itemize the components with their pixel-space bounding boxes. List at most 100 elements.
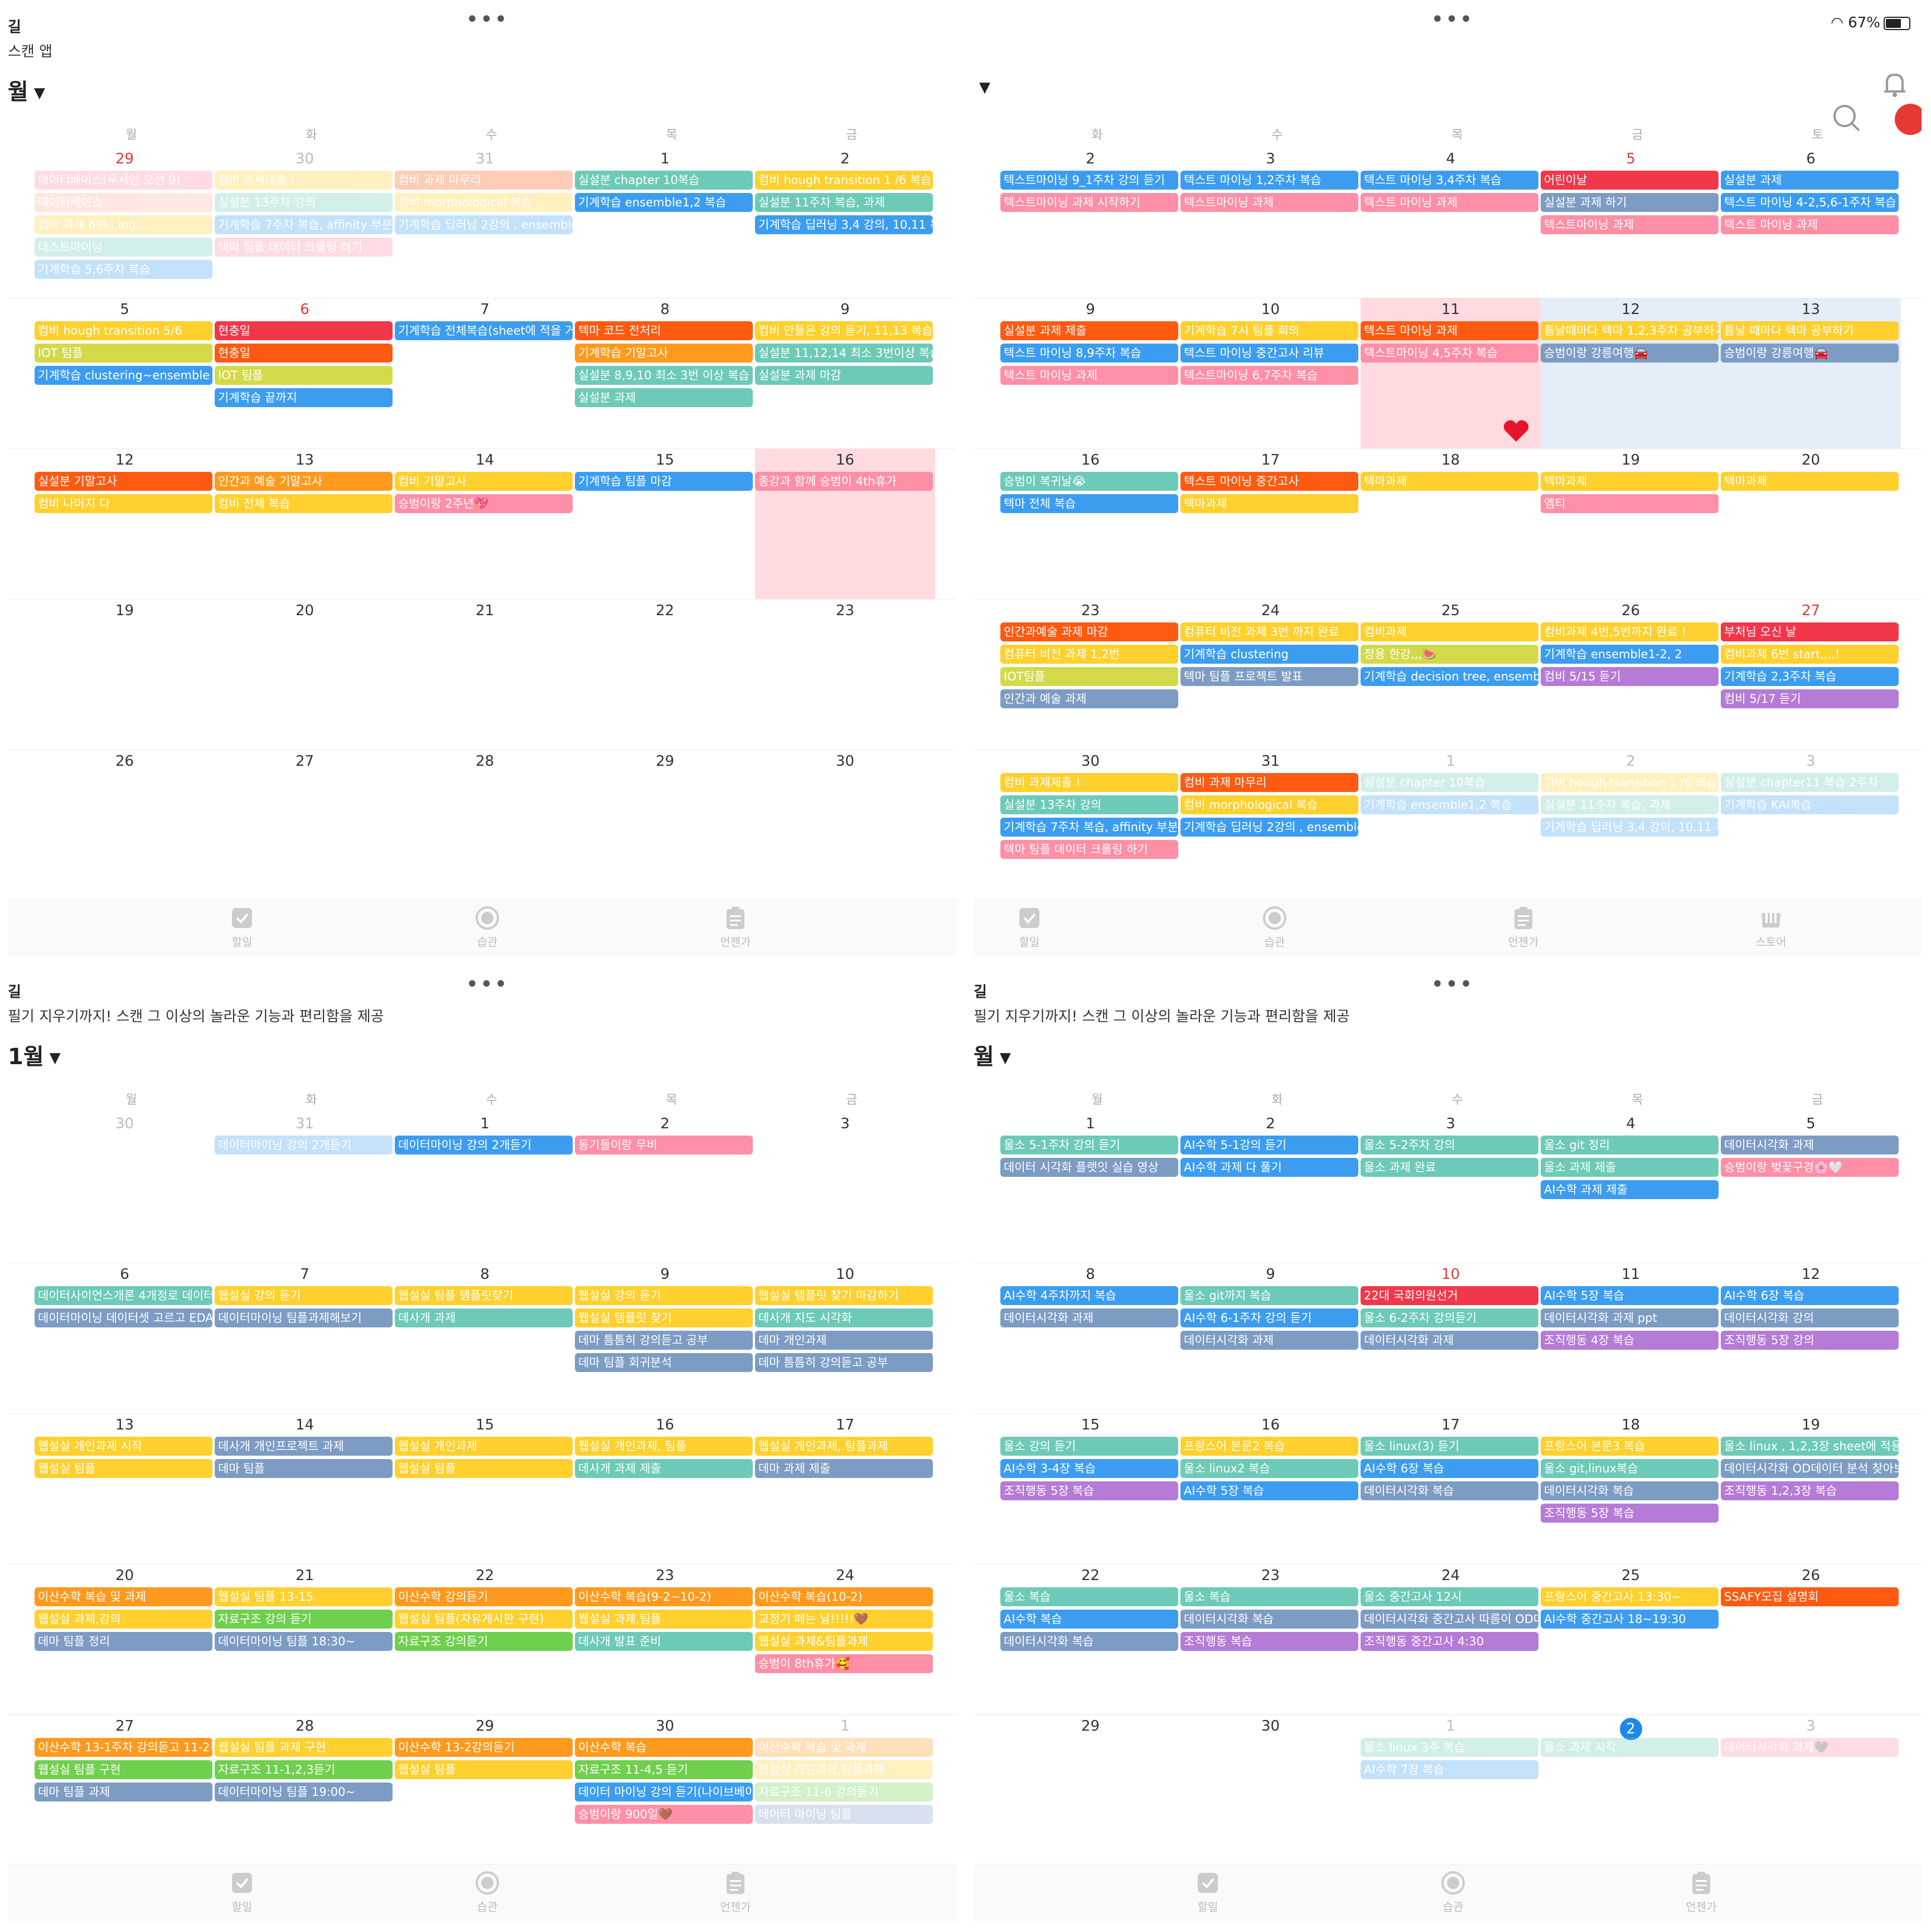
event-chip[interactable]: 기계학습 딥러닝 3,4 강의, 10,11 복 <box>1541 818 1719 837</box>
tab-todo[interactable]: 할일 <box>1152 1870 1264 1914</box>
event-chip[interactable]: IOT 팀플 <box>215 366 393 385</box>
event-chip[interactable]: 텍마 전체 복습 <box>1000 494 1178 513</box>
event-chip[interactable]: 텍스트마이닝 4,5주차 복습 <box>1361 344 1538 363</box>
day-cell[interactable]: 20 이산수학 복습 및 과제 웹설실 과제,강의 데마 팀플 정리 <box>35 1564 215 1714</box>
bell-icon[interactable] <box>1879 69 1922 135</box>
event-chip[interactable]: 웹설실 강의 듣기 <box>575 1286 753 1305</box>
event-chip[interactable]: 기계학습 clustering <box>1180 645 1358 664</box>
event-chip[interactable]: AI수학 4주차까지 복습 <box>1000 1286 1178 1305</box>
day-cell[interactable]: 17 웹설실 개인과제, 팀플과제 데마 과제 제출 <box>755 1413 935 1564</box>
day-cell[interactable]: 20 텍마과제 <box>1721 448 1901 599</box>
event-chip[interactable]: 텍스트 마이닝 과제 <box>1000 366 1178 385</box>
day-cell[interactable]: 14 컴비 기말고사 승범이랑 2주년💖 <box>395 448 575 599</box>
day-cell[interactable]: 12 실설분 기말고사 컴비 나머지 다 <box>35 448 215 599</box>
month-selector[interactable]: 월 ▼ <box>8 74 45 106</box>
event-chip[interactable]: 울소 linux(3) 듣기 <box>1361 1437 1538 1456</box>
event-chip[interactable]: SSAFY모집 설명회 <box>1721 1587 1899 1606</box>
event-chip[interactable]: 데이터베이스(우서인 오선 9) <box>35 171 212 190</box>
day-cell[interactable]: 8 웹설실 팀플 템플릿찾기 데사개 과제 <box>395 1263 575 1413</box>
event-chip[interactable]: 텍스트마이닝 6,7주차 복습 <box>1180 366 1358 385</box>
event-chip[interactable]: 데마 팀플 <box>215 1459 393 1478</box>
event-chip[interactable]: 틈날때마다 텍마 1,2,3주차 공부하기 <box>1541 321 1719 340</box>
day-cell[interactable]: 30 이산수학 복습 자료구조 11-4,5 듣기 데이터 마이닝 강의 듣기(나이브… <box>575 1714 755 1865</box>
tab-someday[interactable]: 언젠가 <box>680 1870 791 1914</box>
event-chip[interactable]: 승범이랑 2주년💖 <box>395 494 573 513</box>
event-chip[interactable]: 울소 복습 <box>1000 1587 1178 1606</box>
event-chip[interactable]: 실설분 11주차 복습, 과제 <box>1541 795 1719 814</box>
day-cell[interactable]: 16 종강과 함께 승범이 4th휴가 <box>755 448 935 599</box>
more-dots-icon[interactable]: ••• <box>466 8 509 32</box>
tab-habit[interactable]: 습관 <box>432 1870 543 1914</box>
event-chip[interactable]: 컴비 morphological 복습 <box>1180 795 1358 814</box>
day-cell[interactable]: 6 현충일 현충일 IOT 팀플 기계학습 끝까지 <box>215 298 395 448</box>
more-dots-icon[interactable]: ••• <box>1431 8 1474 32</box>
tab-todo[interactable]: 할일 <box>974 905 1085 949</box>
event-chip[interactable]: 컴비 5/17 듣기 <box>1721 689 1899 708</box>
day-cell[interactable]: 2 텍스트마이닝 9_1주차 강의 듣기 텍스트마이닝 과제 시작하기 <box>1000 147 1180 298</box>
event-chip[interactable]: 웹설실 팀플 과제 구현 <box>215 1738 393 1757</box>
tab-someday[interactable]: 언젠가 <box>1646 1870 1757 1914</box>
event-chip[interactable]: 조직행동 복습 <box>1180 1632 1358 1651</box>
event-chip[interactable]: 컴퓨터 비전 과제 3번 까지 완료 <box>1180 622 1358 641</box>
event-chip[interactable]: 기계학습 전체복습(sheet에 적을 거 <box>395 321 573 340</box>
event-chip[interactable]: 기계학습 ensemble1-2, 2 <box>1541 645 1719 664</box>
day-cell[interactable]: 18 텍마과제 <box>1361 448 1541 599</box>
event-chip[interactable]: 인간과예술 과제 마감 <box>1000 622 1178 641</box>
event-chip[interactable]: 컴비과제 <box>1361 622 1538 641</box>
day-cell[interactable]: 31 컴비 과제 마무리 컴비 morphological 복습 기계학습 딥러닝 2… <box>1180 750 1361 900</box>
day-cell[interactable]: 29 이산수학 13-2강의듣기 웹설실 팀플 <box>395 1714 575 1865</box>
event-chip[interactable]: 자료구조 11-1,2,3듣기 <box>215 1760 393 1779</box>
event-chip[interactable]: 울소 git 정리 <box>1541 1136 1719 1155</box>
event-chip[interactable]: 웹설실 과제,강의 <box>35 1610 212 1629</box>
event-chip[interactable]: IOT팀플 <box>1000 667 1178 686</box>
day-cell[interactable]: 16 웹설실 개인과제, 팀플 데사개 과제 제출 <box>575 1413 755 1564</box>
event-chip[interactable]: 데이터마이닝 팀플 18:30~ <box>215 1632 393 1651</box>
day-cell[interactable]: 22 이산수학 강의듣기 웹설실 팀플(자유게시판 구현) 자료구조 강의듣기 <box>395 1564 575 1714</box>
day-cell[interactable]: 30 컴비 과제제출 ! 실설분 13주차 강의 기계학습 7주차 복습, affin… <box>215 147 395 298</box>
day-cell[interactable]: 1 울소 linux 3주 복습 AI수학 7장 복습 <box>1361 1714 1541 1865</box>
event-chip[interactable]: 조직행동 4장 복습 <box>1541 1331 1719 1350</box>
day-cell[interactable]: 8 텍마 코드 전처리 기계학습 기말고사 실설분 8,9,10 최소 3번 이상 복… <box>575 298 755 448</box>
event-chip[interactable]: 텍스트 마이닝 과제 <box>1361 193 1538 212</box>
event-chip[interactable]: 이산수학 복습(9-2~10-2) <box>575 1587 753 1606</box>
event-chip[interactable]: 조직행동 중간고사 4:30 <box>1361 1632 1538 1651</box>
event-chip[interactable]: 웹설실 팀플 <box>395 1760 573 1779</box>
day-cell[interactable]: 1 실설분 chapter 10복습 기계학습 ensemble1,2 복습 <box>1361 750 1541 900</box>
event-chip[interactable]: AI수학 3-4장 복습 <box>1000 1459 1178 1478</box>
event-chip[interactable]: 울소 6-2주차 강의듣기 <box>1361 1308 1538 1327</box>
event-chip[interactable]: 웹설실 팀플(자유게시판 구현) <box>395 1610 573 1629</box>
event-chip[interactable]: 텍마 팀플 프로젝트 발표 <box>1180 667 1358 686</box>
day-cell[interactable]: 12 AI수학 6장 복습 데이터시각화 강의 조직행동 5장 강의 <box>1721 1263 1901 1413</box>
event-chip[interactable]: 기계학습 팀플 마감 <box>575 472 753 491</box>
day-cell[interactable]: 1 울소 5-1주차 강의 듣기 데이터 시각화 플랫잇 실습 영상 <box>1000 1112 1180 1263</box>
event-chip[interactable]: 정용 한강,,,🍉 <box>1361 645 1538 664</box>
day-cell[interactable]: 30 <box>35 1112 215 1263</box>
day-cell[interactable]: 24 울소 중간고사 12시 데이터시각화 중간고사 따릉이 OD데 조직행동 중간고… <box>1361 1564 1541 1714</box>
day-cell[interactable]: 2 컴비 hough transition 1 /6 복습 실설분 11주차 복습,… <box>1541 750 1721 900</box>
event-chip[interactable]: 프랑스어 중간고사 13:30~ <box>1541 1587 1719 1606</box>
month-selector[interactable]: ▼ <box>974 74 990 99</box>
event-chip[interactable]: 웹설실 과제&팀플과제 <box>755 1632 933 1651</box>
event-chip[interactable]: 웹설실 개인과제 <box>395 1437 573 1456</box>
event-chip[interactable]: 자료구조 강의듣기 <box>395 1632 573 1651</box>
event-chip[interactable]: 컴비 과제제출 ! <box>215 171 393 190</box>
event-chip[interactable]: 승범이 8th휴가🥰 <box>755 1654 933 1673</box>
tab-todo[interactable]: 할일 <box>186 905 298 949</box>
event-chip[interactable]: 승범이랑 강릉여행🚘 <box>1721 344 1899 363</box>
event-chip[interactable]: 데사개 과제 <box>395 1308 573 1327</box>
month-selector[interactable]: 월 ▼ <box>974 1039 1011 1071</box>
day-cell[interactable]: 30 <box>1180 1714 1361 1865</box>
event-chip[interactable]: 데이터마이닝 데이터셋 고르고 EDA! <box>35 1308 212 1327</box>
day-cell[interactable]: 7 기계학습 전체복습(sheet에 적을 거 <box>395 298 575 448</box>
day-cell[interactable]: 24 이산수학 복습(10-2) 교정기 떼는 날!!!!!🤎 웹설실 과제&팀플과제… <box>755 1564 935 1714</box>
event-chip[interactable]: 이산수학 13-2강의듣기 <box>395 1738 573 1757</box>
day-cell[interactable]: 22 울소 복습 AI수학 복습 데이터시각화 복습 <box>1000 1564 1180 1714</box>
day-cell[interactable]: 17 텍스트 마이닝 중간고사 텍마과제 <box>1180 448 1361 599</box>
event-chip[interactable]: AI수학 5-1강의 듣기 <box>1180 1136 1358 1155</box>
day-cell[interactable]: 19 <box>35 599 215 750</box>
event-chip[interactable]: 실설분 11주차 복습, 과제 <box>755 193 933 212</box>
event-chip[interactable]: 웹설실 팀플 구현 <box>35 1760 212 1779</box>
day-cell[interactable]: 5 데이터시각화 과제 승범이랑 벚꽃구경🌸🤍 <box>1721 1112 1901 1263</box>
day-cell[interactable]: 23 <box>755 599 935 750</box>
event-chip[interactable]: 울소 중간고사 12시 <box>1361 1587 1538 1606</box>
